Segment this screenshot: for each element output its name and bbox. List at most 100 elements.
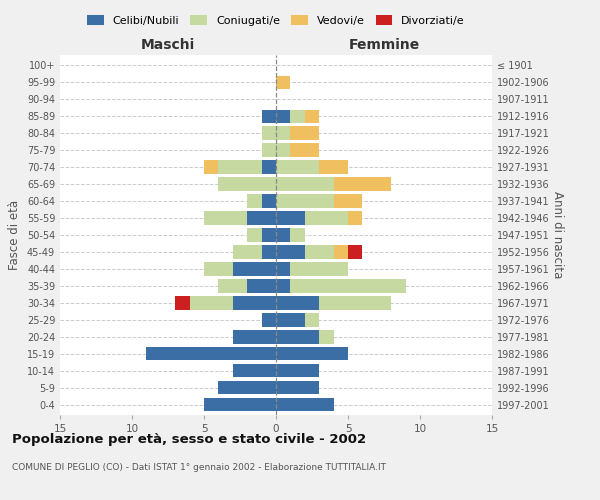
Bar <box>276 330 334 344</box>
Bar <box>276 262 290 276</box>
Bar <box>204 212 276 224</box>
Bar <box>276 126 319 140</box>
Bar <box>276 347 348 360</box>
Bar <box>276 228 305 241</box>
Bar <box>204 212 276 224</box>
Bar <box>276 228 305 241</box>
Bar <box>276 398 334 411</box>
Bar <box>276 228 290 241</box>
Bar <box>218 178 276 190</box>
Bar <box>204 398 276 411</box>
Bar <box>175 296 276 310</box>
Bar <box>276 347 348 360</box>
Bar <box>276 126 290 140</box>
Bar <box>233 364 276 378</box>
Bar <box>247 228 276 241</box>
Bar <box>204 262 276 276</box>
Bar <box>276 212 348 224</box>
Bar <box>218 381 276 394</box>
Bar <box>233 364 276 378</box>
Bar <box>276 228 305 241</box>
Bar <box>262 314 276 326</box>
Bar <box>276 296 319 310</box>
Bar <box>276 262 348 276</box>
Bar <box>276 314 305 326</box>
Bar <box>276 296 391 310</box>
Bar <box>276 296 391 310</box>
Text: Femmine: Femmine <box>349 38 419 52</box>
Bar <box>233 330 276 344</box>
Bar <box>204 160 276 173</box>
Bar <box>247 194 276 207</box>
Legend: Celibi/Nubili, Coniugati/e, Vedovi/e, Divorziati/e: Celibi/Nubili, Coniugati/e, Vedovi/e, Di… <box>85 13 467 28</box>
Bar <box>218 381 276 394</box>
Bar <box>276 144 319 156</box>
Bar <box>262 110 276 123</box>
Bar <box>262 314 276 326</box>
Bar <box>204 398 276 411</box>
Bar <box>218 280 276 292</box>
Bar <box>262 110 276 123</box>
Bar <box>262 144 276 156</box>
Bar <box>204 398 276 411</box>
Text: Popolazione per età, sesso e stato civile - 2002: Popolazione per età, sesso e stato civil… <box>12 432 366 446</box>
Bar <box>276 144 290 156</box>
Bar <box>276 194 334 207</box>
Bar <box>146 347 276 360</box>
Bar <box>262 126 276 140</box>
Bar <box>276 178 391 190</box>
Bar <box>204 262 276 276</box>
Bar <box>262 314 276 326</box>
Bar <box>233 246 276 258</box>
Bar <box>276 194 362 207</box>
Bar <box>276 364 319 378</box>
Bar <box>247 280 276 292</box>
Bar <box>276 160 348 173</box>
Bar <box>276 330 319 344</box>
Bar <box>276 347 348 360</box>
Bar <box>276 110 305 123</box>
Text: COMUNE DI PEGLIO (CO) - Dati ISTAT 1° gennaio 2002 - Elaborazione TUTTITALIA.IT: COMUNE DI PEGLIO (CO) - Dati ISTAT 1° ge… <box>12 462 386 471</box>
Bar <box>276 398 334 411</box>
Bar <box>218 178 276 190</box>
Bar <box>276 246 334 258</box>
Bar <box>262 126 276 140</box>
Bar <box>276 347 348 360</box>
Bar <box>276 381 319 394</box>
Bar <box>276 178 391 190</box>
Bar <box>276 160 319 173</box>
Bar <box>276 398 334 411</box>
Bar <box>276 126 319 140</box>
Bar <box>262 126 276 140</box>
Bar <box>262 314 276 326</box>
Bar <box>276 296 391 310</box>
Bar <box>276 381 319 394</box>
Bar <box>146 347 276 360</box>
Bar <box>233 296 276 310</box>
Bar <box>276 212 305 224</box>
Bar <box>276 110 319 123</box>
Bar <box>146 347 276 360</box>
Bar <box>233 246 276 258</box>
Bar <box>190 296 276 310</box>
Bar <box>218 381 276 394</box>
Bar <box>276 364 319 378</box>
Bar <box>276 178 334 190</box>
Bar <box>276 194 362 207</box>
Bar <box>262 144 276 156</box>
Bar <box>276 280 290 292</box>
Bar <box>276 76 290 89</box>
Bar <box>276 246 305 258</box>
Bar <box>233 364 276 378</box>
Bar <box>276 144 319 156</box>
Bar <box>247 212 276 224</box>
Text: Maschi: Maschi <box>141 38 195 52</box>
Bar <box>276 280 406 292</box>
Bar <box>276 364 319 378</box>
Bar <box>262 194 276 207</box>
Bar <box>276 330 334 344</box>
Bar <box>276 280 406 292</box>
Bar <box>233 330 276 344</box>
Bar <box>276 314 319 326</box>
Bar <box>204 160 276 173</box>
